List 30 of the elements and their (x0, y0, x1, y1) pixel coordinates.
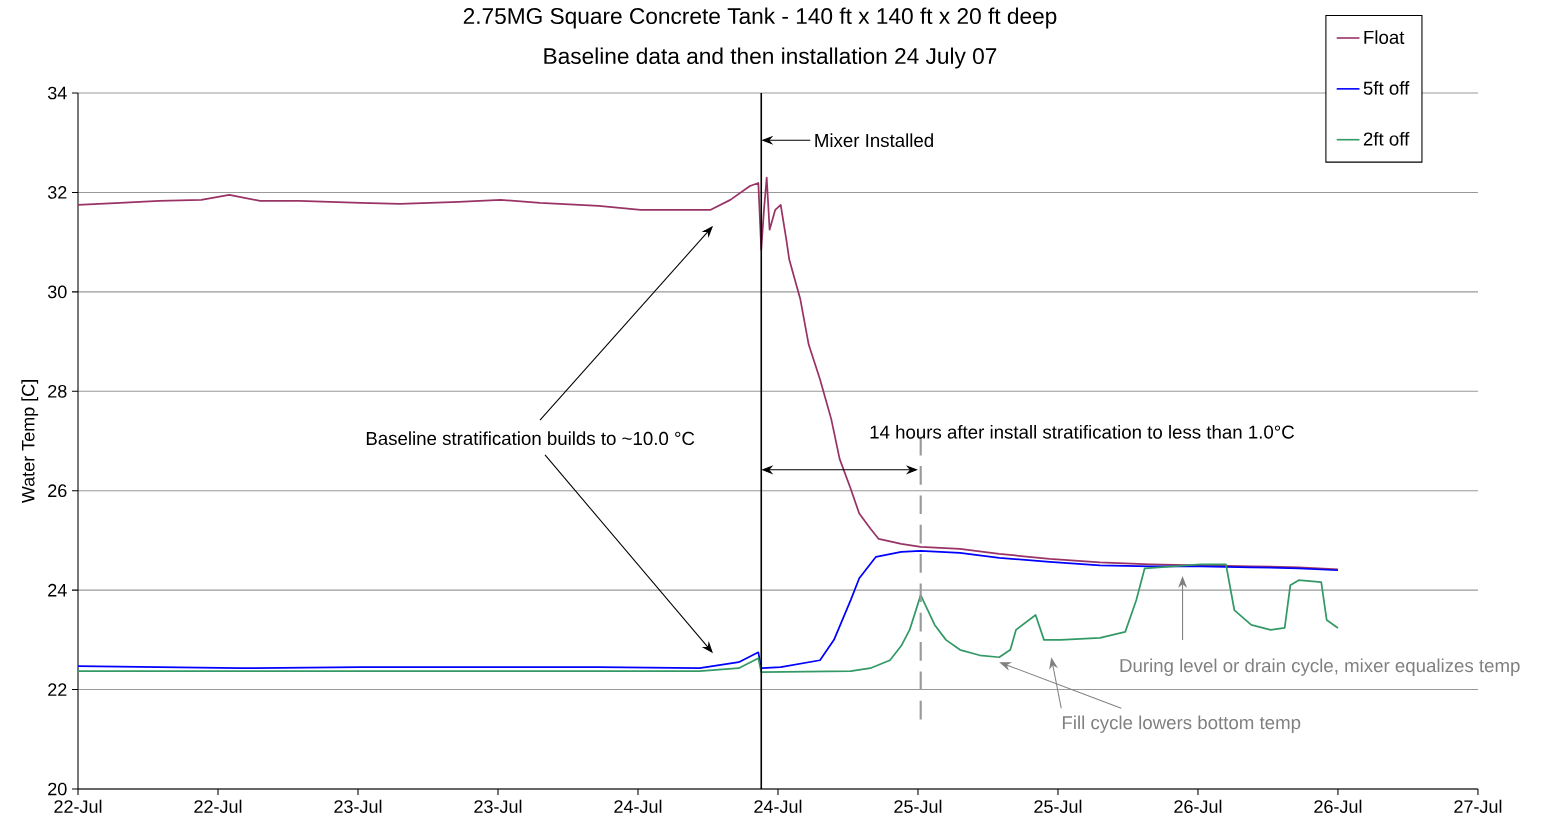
y-tick-label: 26 (48, 484, 67, 498)
legend-label: 2ft off (1363, 131, 1410, 146)
legend-label: Float (1364, 30, 1405, 44)
legend-label: 5ft off (1363, 81, 1410, 95)
y-tick-label: 28 (48, 384, 67, 398)
annotation: During level or drain cycle, mixer equalizes temp (1120, 658, 1520, 676)
x-tick-label: 22-Jul (194, 799, 242, 813)
x-tick-label: 26-Jul (1314, 799, 1362, 813)
x-tick-label: 26-Jul (1174, 799, 1222, 813)
x-tick-label: 23-Jul (334, 799, 382, 813)
chart-title: 2.75MG Square Concrete Tank - 140 ft x 140 ft x 20 ft deep (463, 7, 1057, 29)
y-tick-label: 32 (47, 186, 67, 199)
annotation: Fill cycle lowers bottom temp (1062, 715, 1301, 733)
annotation: Mixer Installed (815, 133, 933, 148)
annotation: 14 hours after install stratification to less than 1.0°C (870, 424, 1295, 439)
x-tick-label: 27-Jul (1454, 799, 1502, 813)
y-axis-title: Water Temp [C] (21, 380, 39, 504)
x-tick-label: 24-Jul (754, 799, 802, 813)
x-tick-label: 22-Jul (54, 799, 102, 813)
y-tick-label: 34 (47, 86, 67, 100)
y-tick-label: 30 (47, 285, 67, 299)
x-tick-label: 24-Jul (614, 799, 662, 813)
annotation: Baseline stratification builds to ~10.0 °C (366, 431, 695, 446)
y-tick-label: 24 (48, 583, 67, 597)
y-tick-label: 20 (48, 782, 67, 796)
x-tick-label: 25-Jul (1034, 799, 1082, 813)
y-tick-label: 22 (48, 683, 67, 696)
x-tick-label: 25-Jul (894, 799, 942, 813)
chart-subtitle: Baseline data and then installation 24 July 07 (544, 47, 997, 69)
x-tick-label: 23-Jul (474, 799, 522, 813)
